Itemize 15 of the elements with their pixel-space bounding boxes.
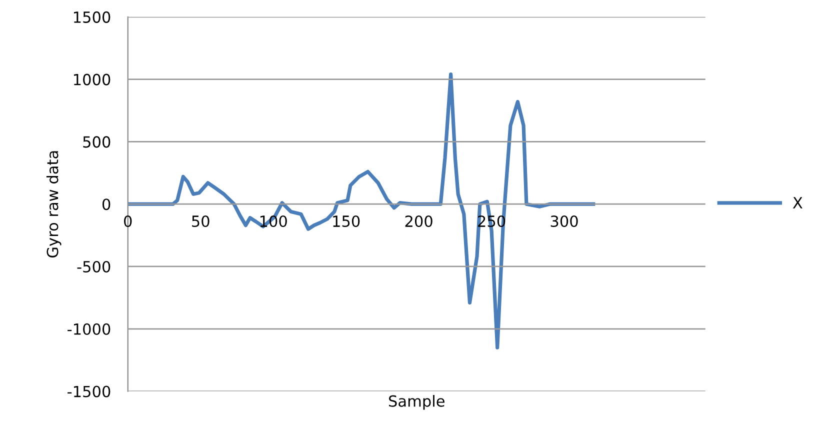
x-tick-label: 50 [192, 215, 210, 228]
y-tick-label: 1000 [74, 74, 110, 86]
y-tick-label: 1500 [74, 11, 110, 23]
x-axis-title: Sample [388, 395, 444, 410]
y-tick-label: -1500 [68, 386, 110, 398]
y-tick-label: -500 [77, 260, 110, 273]
y-tick-label: 500 [83, 136, 110, 148]
x-tick-label: 200 [405, 215, 432, 228]
x-tick-label: 150 [333, 215, 360, 228]
x-tick-label: 0 [124, 215, 132, 228]
y-tick-label: -1000 [68, 323, 110, 335]
y-axis-title: Gyro raw data [46, 151, 62, 258]
legend-label: X [792, 197, 802, 208]
x-tick-label: 300 [550, 215, 578, 228]
y-tick-label: 0 [102, 198, 110, 210]
